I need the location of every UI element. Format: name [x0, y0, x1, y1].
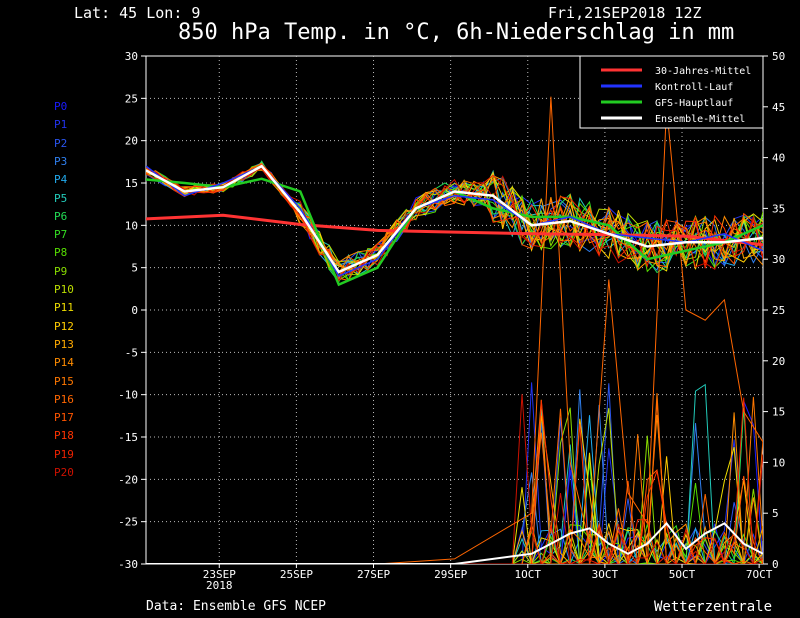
ensemble-member-list: P0 P1 P2 P3 P4 P5 P6 P7 P8 P9 P10 P11 P12 P13 P14 P15 P1…: [54, 100, 114, 490]
y-right-tick-label: 25: [772, 304, 785, 317]
precip-ensemble-mean: [146, 521, 763, 564]
member-precip-line-p12: [146, 418, 763, 564]
x-tick-label: 23SEP: [203, 568, 236, 581]
y-left-tick-label: 30: [125, 50, 138, 63]
member-label-p4: P4: [54, 173, 68, 187]
member-label-p7: P7: [54, 228, 68, 242]
location-label: Lat: 45 Lon: 9: [74, 4, 201, 22]
x-tick-label: 5OCT: [669, 568, 696, 581]
y-left-tick-label: -30: [118, 558, 138, 571]
member-label-p2: P2: [54, 136, 68, 150]
member-precip-line-p11: [146, 447, 763, 564]
x-tick-label: 1OCT: [515, 568, 542, 581]
y-right-tick-label: 15: [772, 406, 785, 419]
member-label-p6: P6: [54, 209, 68, 223]
y-left-tick-label: -5: [125, 346, 138, 359]
member-label-p3: P3: [54, 154, 68, 168]
member-precip-line-p19: [146, 397, 763, 564]
member-precip-line-p2: [146, 383, 763, 564]
legend-label: GFS-Hauptlauf: [655, 98, 733, 109]
y-left-tick-label: -25: [118, 516, 138, 529]
member-label-p19: P19: [54, 447, 74, 461]
plot-area: [146, 96, 763, 564]
member-precip-line-p10: [146, 408, 763, 564]
member-label-p11: P11: [54, 301, 74, 315]
y-left-tick-label: -20: [118, 473, 138, 486]
member-temp-line-p6: [146, 160, 763, 283]
y-left-tick-label: 5: [131, 262, 138, 275]
legend-label: Kontroll-Lauf: [655, 82, 733, 93]
member-label-p14: P14: [54, 356, 74, 370]
x-tick-label: 27SEP: [357, 568, 390, 581]
legend-label: Ensemble-Mittel: [655, 114, 745, 125]
brand-name: Wetterzentrale: [654, 599, 773, 615]
precip-max-line: [146, 96, 763, 564]
x-tick-label: 7OCT: [746, 568, 773, 581]
member-label-p0: P0: [54, 100, 68, 113]
member-label-p15: P15: [54, 374, 74, 388]
x-tick-label: 25SEP: [280, 568, 313, 581]
member-label-p17: P17: [54, 411, 74, 425]
y-left-tick-label: 0: [131, 304, 138, 317]
legend-box: [579, 55, 764, 129]
member-precip-line-p20: [146, 394, 763, 564]
member-label-p10: P10: [54, 283, 74, 296]
member-label-p18: P18: [54, 429, 74, 443]
grid-lines: [146, 56, 763, 564]
y-right-tick-label: 45: [772, 101, 785, 114]
y-right-tick-label: 35: [772, 202, 785, 215]
member-label-p1: P1: [54, 118, 68, 132]
y-right-tick-label: 50: [772, 50, 785, 63]
series-ensemble-mean: [146, 164, 763, 274]
member-label-p20: P20: [54, 466, 74, 479]
y-left-tick-label: 25: [125, 92, 138, 105]
x-tick-label: 3OCT: [592, 568, 619, 581]
series-climatology: [146, 213, 763, 247]
y-right-tick-label: 10: [772, 456, 785, 469]
member-label-p13: P13: [54, 337, 74, 351]
y-right-tick-label: 20: [772, 355, 785, 368]
x-year-label: 2018: [206, 579, 233, 592]
y-left-tick-label: 10: [125, 219, 138, 232]
y-right-tick-label: 30: [772, 253, 785, 266]
y-left-tick-label: 15: [125, 177, 138, 190]
member-label-p16: P16: [54, 392, 74, 406]
member-label-p5: P5: [54, 191, 68, 205]
member-label-p8: P8: [54, 246, 68, 260]
y-right-tick-label: 40: [772, 152, 785, 165]
y-left-tick-label: -10: [118, 389, 138, 402]
data-credit: Data: Ensemble GFS NCEP: [146, 599, 327, 614]
run-datetime: Fri,21SEP2018 12Z: [548, 4, 702, 22]
member-label-p12: P12: [54, 319, 74, 333]
y-left-tick-label: -15: [118, 431, 138, 444]
legend-label: 30-Jahres-Mittel: [655, 66, 751, 77]
member-label-p9: P9: [54, 264, 68, 278]
member-precip-line-p18: [146, 400, 763, 564]
member-precip-line-p16: [146, 400, 763, 564]
chart-title: 850 hPa Temp. in °C, 6h-Niederschlag in …: [178, 20, 735, 45]
x-tick-label: 29SEP: [434, 568, 467, 581]
y-left-tick-label: 20: [125, 135, 138, 148]
y-right-tick-label: 0: [772, 558, 779, 571]
y-right-tick-label: 5: [772, 507, 779, 520]
